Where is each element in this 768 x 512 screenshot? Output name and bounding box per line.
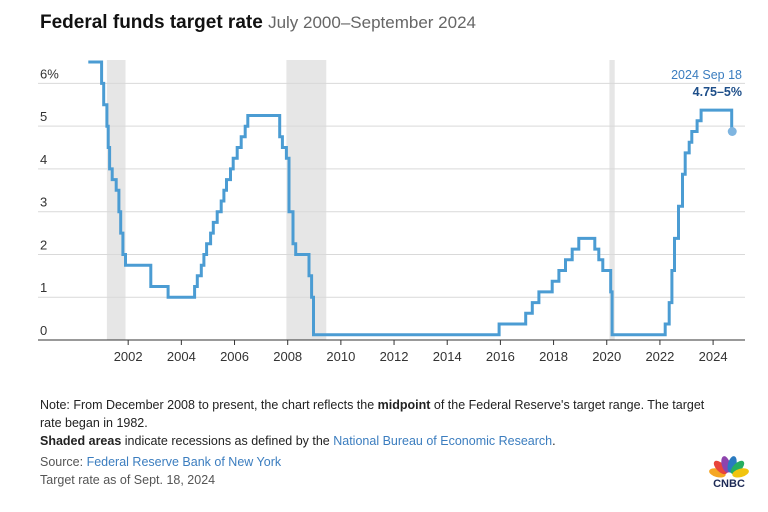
note-text-end: of the Federal Reserve's target range. T… xyxy=(40,398,705,430)
chart-notes: Note: From December 2008 to present, the… xyxy=(40,396,720,489)
x-tick-label: 2020 xyxy=(592,349,621,364)
shaded-text-end: . xyxy=(552,434,556,448)
x-tick-label: 2012 xyxy=(380,349,409,364)
x-tick-label: 2004 xyxy=(167,349,196,364)
x-axis: 2002 2004 2006 2008 2010 2012 2014 2016 2018 2020… xyxy=(114,340,728,364)
y-tick-label: 6% xyxy=(40,66,59,81)
x-tick-label: 2016 xyxy=(486,349,515,364)
peacock-feather xyxy=(732,468,749,478)
annotation-date: 2024 Sep 18 xyxy=(671,68,742,82)
chart-svg: 0 1 2 3 4 5 6% 2002 2004 2006 2008 2010 2012 2014 201… xyxy=(38,60,745,364)
shaded-line: Shaded areas indicate recessions as defi… xyxy=(40,432,720,450)
nber-link[interactable]: National Bureau of Economic Research xyxy=(333,434,553,448)
recession-band xyxy=(286,60,327,340)
recession-band xyxy=(106,60,126,340)
y-tick-label: 4 xyxy=(40,152,47,167)
grid-layer xyxy=(38,82,745,341)
peacock-feather xyxy=(730,460,745,475)
asof-line: Target rate as of Sept. 18, 2024 xyxy=(40,473,216,487)
shaded-bold: Shaded areas xyxy=(40,434,122,448)
logo-text: CNBC xyxy=(713,478,745,490)
shaded-text: indicate recessions as defined by the xyxy=(121,434,334,448)
note-text: Note: From December 2008 to present, the… xyxy=(40,398,378,412)
recession-layer xyxy=(106,60,615,340)
cnbc-logo: CNBC xyxy=(707,452,751,492)
peacock-icon xyxy=(709,456,749,478)
chart-subtitle: July 2000–September 2024 xyxy=(268,13,476,32)
source-link[interactable]: Federal Reserve Bank of New York xyxy=(86,455,282,469)
recession-band xyxy=(609,60,615,340)
x-tick-label: 2002 xyxy=(114,349,143,364)
x-tick-label: 2022 xyxy=(645,349,674,364)
x-tick-label: 2018 xyxy=(539,349,568,364)
chart-title: Federal funds target rate xyxy=(40,12,263,33)
x-tick-label: 2024 xyxy=(699,349,728,364)
y-tick-label: 2 xyxy=(40,237,47,252)
x-tick-label: 2010 xyxy=(326,349,355,364)
x-tick-label: 2014 xyxy=(433,349,462,364)
note-bold: midpoint xyxy=(377,398,431,412)
peacock-feather xyxy=(713,460,728,475)
note-line: Note: From December 2008 to present, the… xyxy=(40,396,720,432)
source-label: Source: xyxy=(40,455,87,469)
y-axis: 0 1 2 3 4 5 6% xyxy=(40,66,59,338)
latest-rate-point xyxy=(727,127,737,136)
y-tick-label: 0 xyxy=(40,323,47,338)
x-tick-label: 2008 xyxy=(273,349,302,364)
rate-line xyxy=(88,60,734,337)
annotation-value: 4.75–5% xyxy=(693,85,742,99)
y-tick-label: 3 xyxy=(40,195,47,210)
source-line: Source: Federal Reserve Bank of New York xyxy=(40,453,720,471)
y-tick-label: 1 xyxy=(40,280,47,295)
y-tick-label: 5 xyxy=(40,109,47,124)
chart-title-block: Federal funds target rate July 2000–Sept… xyxy=(40,12,476,34)
x-tick-label: 2006 xyxy=(220,349,249,364)
